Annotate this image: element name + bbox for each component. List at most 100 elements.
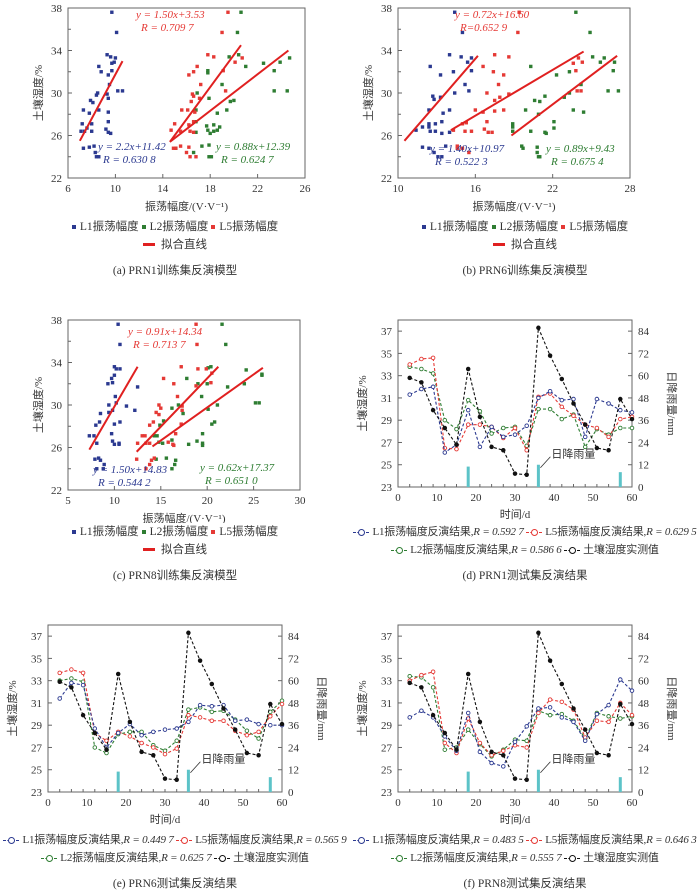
point-l2 [209,365,213,369]
series-point-l5 [559,699,565,705]
point-l5 [575,89,579,93]
series-point-l1 [419,708,424,713]
x-tick-label: 60 [627,492,639,504]
point-l5 [197,96,202,101]
point-l5 [580,60,585,64]
series-point-l1 [268,722,273,728]
x-axis-label: 时间/d [500,508,531,521]
point-l1 [97,420,102,424]
point-l2 [287,56,292,60]
point-l2 [574,10,578,14]
point-l5 [485,119,489,124]
point-l1 [431,94,435,98]
y-tick-label: 29 [31,720,43,732]
point-l1 [112,373,117,377]
series-point-l1 [594,711,600,717]
point-l2 [272,89,276,93]
x-tick-label: 10 [110,183,122,195]
series-point-l1 [465,710,471,716]
fit-line-l2 [510,55,618,137]
series-point-measured [197,658,203,663]
point-l2 [590,55,595,59]
point-l5 [464,121,469,125]
legend-b: L1振荡幅度 L2振荡幅度 L5振荡幅度 拟合直线 [350,220,700,252]
series-point-measured [407,680,412,686]
series-point-l5 [80,670,86,676]
point-l1 [433,129,438,133]
x-tick-label: 22 [547,183,558,195]
point-l1 [93,150,97,155]
series-point-l1 [151,729,156,735]
legend-e: L1振荡幅度反演结果,R = 0.449 7 L5振荡幅度反演结果,R = 0.… [0,833,350,865]
y2-tick-label: 36 [288,720,300,732]
point-l2 [552,126,556,130]
series-point-l5 [547,697,553,702]
point-l1 [414,128,418,132]
point-l1 [104,127,108,131]
series-point-measured [430,712,436,718]
point-l2 [554,73,559,77]
series-line-l2 [409,366,632,449]
series-point-l5 [186,712,191,718]
series-point-l5 [69,667,74,672]
series-point-l5 [559,404,565,410]
series-point-measured [606,448,611,453]
series-point-l1 [419,386,424,392]
legend-c: L1振荡幅度 L2振荡幅度 L5振荡幅度 拟合直线 [0,525,350,557]
series-point-l5 [524,448,529,453]
point-l1 [81,146,86,150]
y2-tick-label: 0 [638,787,644,799]
legend-l2: L2振荡幅度反演结果,R = 0.586 6 [391,543,562,557]
point-l2 [244,64,248,69]
point-l2 [529,129,533,133]
point-l1 [110,380,115,385]
series-point-l1 [547,389,553,394]
series-point-measured [442,730,448,736]
series-point-measured [606,753,611,758]
point-l5 [194,155,198,159]
point-l2 [191,150,196,155]
legend-a: L1振荡幅度 L2振荡幅度 L5振荡幅度 拟合直线 [0,220,350,252]
y2-axis-label: 日降雨量/mm [665,676,679,741]
point-l2 [616,89,621,93]
series-point-measured [512,471,518,476]
y-tick-label: 25 [381,765,393,777]
series-line-l2 [59,677,283,754]
series-point-measured [92,730,98,736]
y2-tick-label: 36 [638,415,650,427]
point-l1 [107,403,111,407]
point-l2 [204,124,209,128]
point-l5 [173,431,178,436]
point-l5 [157,403,161,407]
series-point-measured [139,749,144,755]
point-l5 [467,150,471,155]
series-point-l5 [524,745,529,750]
series-point-l2 [536,406,541,412]
series-point-l5 [197,715,203,720]
point-l2 [538,155,542,159]
point-l2 [562,95,566,99]
point-l2 [215,403,220,407]
fit-r-l1: R = 0.522 3 [434,156,488,168]
point-l5 [463,129,467,133]
y2-tick-label: 48 [288,698,300,710]
point-l2 [200,144,204,148]
y2-tick-label: 60 [638,371,650,383]
series-point-l2 [465,397,471,403]
point-l2 [588,30,592,35]
series-point-l5 [477,422,483,427]
legend-l2: L2振荡幅度 [141,220,208,234]
point-l1 [92,144,96,148]
point-l5 [174,146,178,150]
point-l1 [436,155,440,159]
point-l5 [501,108,506,112]
rain-label: 日降雨量 [551,447,595,461]
point-l2 [195,91,199,95]
series-point-measured [279,721,285,727]
point-l2 [206,407,210,411]
series-point-l1 [174,726,179,731]
point-l1 [96,456,101,460]
point-l1 [110,68,114,73]
series-point-l5 [629,712,635,718]
fit-equation-l1: y = 1.40x+10.97 [429,143,505,155]
